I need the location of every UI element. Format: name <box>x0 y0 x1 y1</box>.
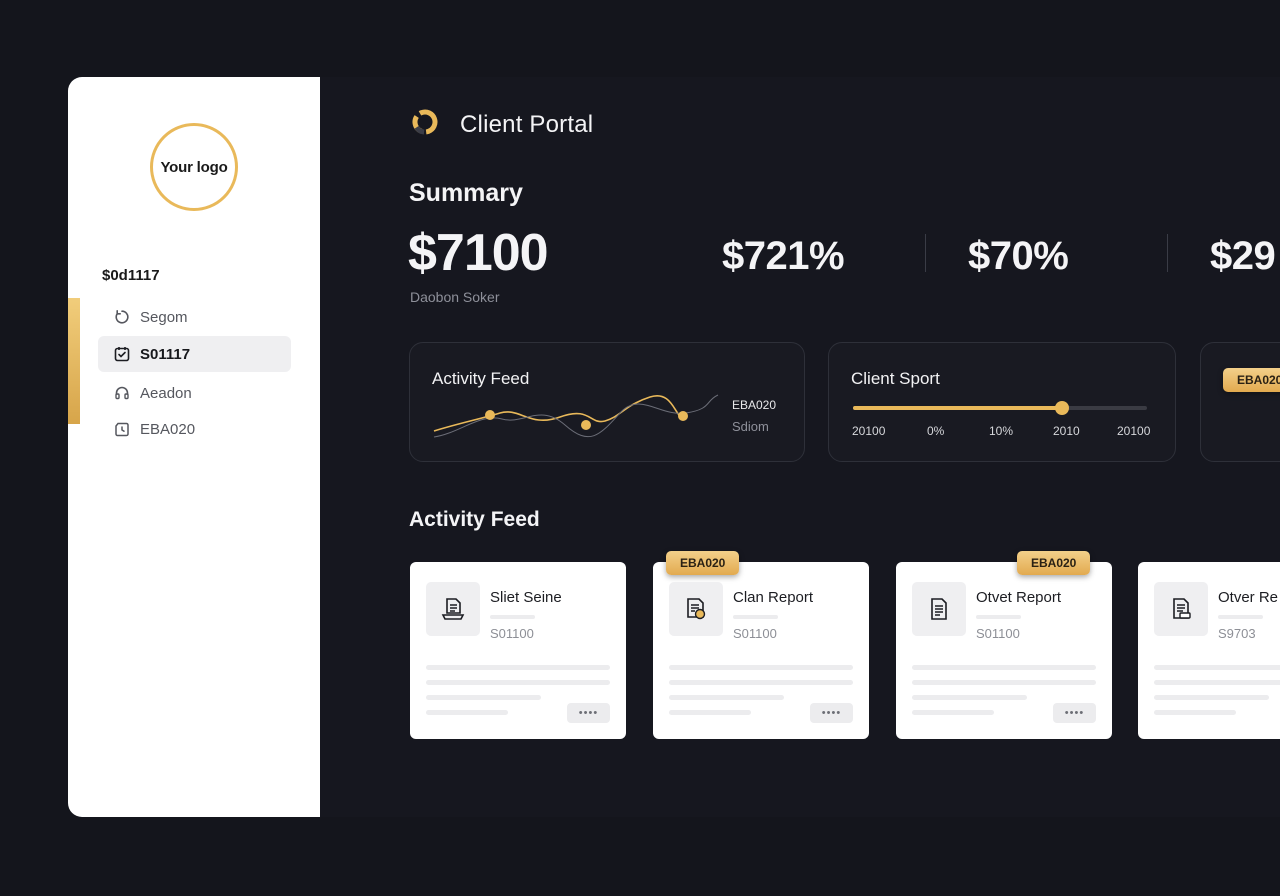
card-chip[interactable]: EBA020 <box>666 551 740 575</box>
slider-fill <box>853 406 1062 410</box>
document-icon <box>912 582 966 636</box>
sidebar-item-eba020[interactable]: EBA020 <box>98 411 291 447</box>
sparkline-point[interactable] <box>485 410 495 420</box>
report-card[interactable]: EBA020 Clan Report S01100 •••• <box>653 551 869 739</box>
sparkline-point[interactable] <box>678 411 688 421</box>
card-bar <box>490 615 535 619</box>
sidebar-item-label: Segom <box>140 308 188 326</box>
circle-refresh-icon <box>114 309 130 325</box>
sidebar-item-label: S01117 <box>140 345 191 363</box>
document-coin-icon <box>669 582 723 636</box>
sparkline-point[interactable] <box>581 420 591 430</box>
slider-tick: 20100 <box>852 424 886 438</box>
client-sport-title: Client Sport <box>851 369 940 388</box>
card-subtitle: S01100 <box>976 626 1020 641</box>
card-title: Clan Report <box>733 589 814 606</box>
status-chip[interactable]: EBA020 <box>1223 368 1280 392</box>
card-line <box>912 695 1027 700</box>
card-bar <box>733 615 778 619</box>
card-subtitle: S01100 <box>733 626 777 641</box>
card-line <box>912 710 994 715</box>
main-content: Client Portal Summary $7100 Daobon Soker… <box>320 77 1280 817</box>
portal-header: Client Portal <box>410 107 593 142</box>
card-chip[interactable]: EBA020 <box>1017 551 1091 575</box>
logo-text: Your logo <box>160 158 228 176</box>
sidebar-item-s01117[interactable]: S01117 <box>98 336 291 372</box>
card-line <box>426 665 610 670</box>
summary-primary-caption: Daobon Soker <box>410 289 500 305</box>
summary-stat-3: $29 <box>1210 234 1276 278</box>
card-subtitle: S01100 <box>490 626 534 641</box>
clock-icon <box>114 421 130 437</box>
card-line <box>426 710 508 715</box>
more-button[interactable]: •••• <box>567 703 610 723</box>
logo[interactable]: Your logo <box>150 123 238 211</box>
card-title: Otvet Report <box>976 589 1062 606</box>
portal-title: Client Portal <box>460 110 594 138</box>
slider-thumb[interactable] <box>1054 401 1069 415</box>
card-line <box>669 695 784 700</box>
card-line <box>1154 665 1280 670</box>
card-line <box>1154 680 1280 685</box>
card-line <box>669 680 853 685</box>
app-window: Your logo $0d1117 Segom S01117 Aeadon <box>68 77 1280 817</box>
client-sport-slider[interactable] <box>853 401 1147 415</box>
card-bar <box>976 615 1021 619</box>
stat-divider <box>1167 234 1168 272</box>
activity-panel[interactable]: Activity Feed EBA020 Sdiom <box>409 342 805 462</box>
card-subtitle: S9703 <box>1218 626 1256 641</box>
slider-tick: 0% <box>927 424 945 438</box>
summary-stat-2: $70% <box>968 234 1069 278</box>
sidebar-item-segom[interactable]: Segom <box>98 299 291 335</box>
summary-primary-value: $7100 <box>408 224 549 282</box>
activity-legend-primary: EBA020 <box>732 398 777 412</box>
third-panel[interactable]: EBA020 <box>1200 342 1280 462</box>
slider-tick: 10% <box>989 424 1014 438</box>
sidebar: Your logo $0d1117 Segom S01117 Aeadon <box>68 77 320 817</box>
document-tray-icon <box>426 582 480 636</box>
report-card[interactable]: Otver Re S9703 <box>1138 562 1280 739</box>
ring-logo-icon <box>410 107 440 142</box>
summary-title: Summary <box>409 179 523 207</box>
feed-title: Activity Feed <box>409 508 540 531</box>
report-card[interactable]: Sliet Seine S01100 •••• <box>410 562 626 739</box>
sidebar-item-label: Aeadon <box>140 384 192 402</box>
card-line <box>1154 695 1269 700</box>
headset-icon <box>114 385 130 401</box>
more-button[interactable]: •••• <box>810 703 853 723</box>
stat-divider <box>925 234 926 272</box>
summary-stat-1: $721% <box>722 234 845 278</box>
card-line <box>1154 710 1236 715</box>
activity-legend-secondary: Sdiom <box>732 419 769 434</box>
activity-sparkline <box>433 394 719 438</box>
more-button[interactable]: •••• <box>1053 703 1096 723</box>
sidebar-item-label: EBA020 <box>140 420 196 438</box>
document-card-icon <box>1154 582 1208 636</box>
sidebar-item-aeadon[interactable]: Aeadon <box>98 375 291 411</box>
card-line <box>669 710 751 715</box>
check-square-icon <box>114 346 130 362</box>
card-line <box>426 695 541 700</box>
card-line <box>426 680 610 685</box>
report-card[interactable]: EBA020 Otvet Report S01100 •••• <box>896 551 1112 739</box>
card-line <box>912 665 1096 670</box>
card-line <box>912 680 1096 685</box>
card-title: Sliet Seine <box>490 589 562 606</box>
slider-tick: 2010 <box>1053 424 1080 438</box>
sidebar-accent-bar <box>68 298 80 424</box>
sidebar-heading: $0d1117 <box>102 267 160 284</box>
card-bar <box>1218 615 1263 619</box>
client-sport-panel[interactable]: Client Sport 20100 0% 10% 2010 20100 <box>828 342 1176 462</box>
activity-panel-title: Activity Feed <box>432 369 530 388</box>
card-line <box>669 665 853 670</box>
slider-tick: 20100 <box>1117 424 1151 438</box>
card-title: Otver Re <box>1218 589 1279 606</box>
